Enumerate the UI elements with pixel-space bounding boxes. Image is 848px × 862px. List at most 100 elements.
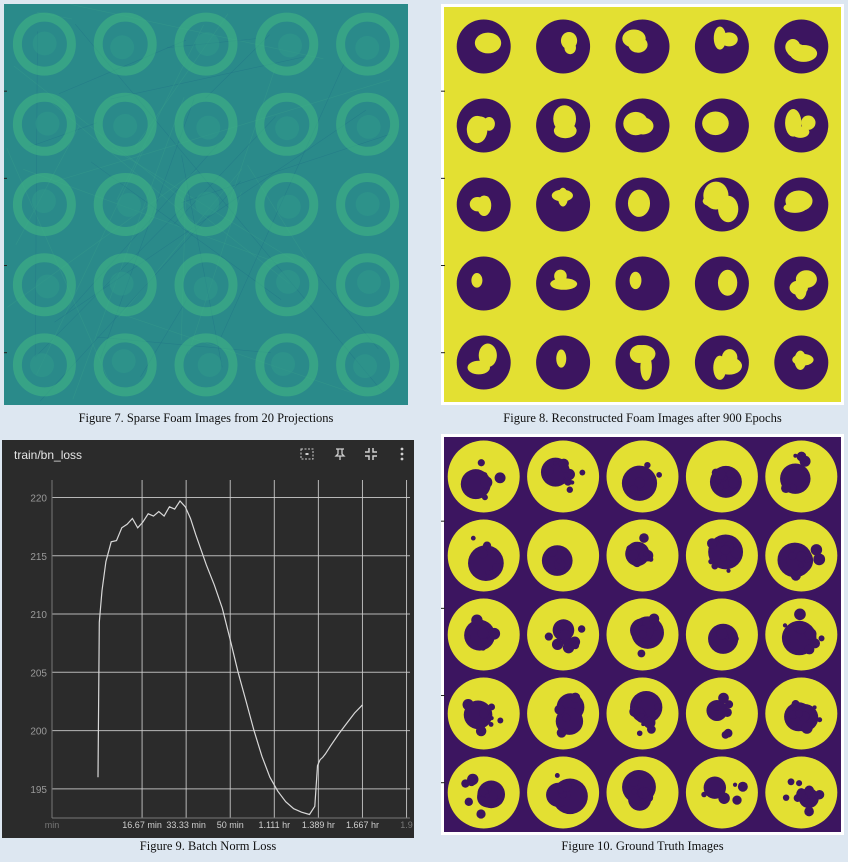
figure-8-caption: Figure 8. Reconstructed Foam Images afte… — [503, 411, 782, 425]
reconstructed-foam-sample — [615, 335, 670, 390]
ground-truth-sample — [447, 677, 520, 750]
figure-9-chart-card: train/bn_loss 195 200 205 210 215 220 min 16.67… — [2, 440, 414, 838]
y-tick-label: 210 — [30, 610, 47, 621]
ground-truth-sample — [606, 756, 679, 829]
figure-10-panel — [441, 434, 844, 835]
ground-truth-sample — [685, 677, 758, 750]
artifact-streak — [72, 97, 185, 400]
reconstructed-foam-sample — [615, 256, 670, 311]
ground-truth-sample — [527, 598, 600, 671]
y-tick-label: 200 — [30, 727, 47, 738]
x-tick-label: 1.389 hr — [302, 820, 335, 830]
reconstructed-foam-sample — [536, 19, 591, 74]
ground-truth-sample — [765, 598, 838, 671]
reconstructed-foam-sample — [694, 256, 749, 311]
sparse-foam-sample — [12, 333, 76, 397]
sparse-foam-sample — [174, 173, 238, 236]
x-tick-label: 1.9 — [400, 820, 413, 830]
x-tick-label: 16.67 min — [122, 820, 162, 830]
artifact-streak — [90, 161, 282, 300]
ground-truth-sample — [606, 519, 679, 592]
ground-truth-sample — [765, 519, 838, 592]
ground-truth-sample — [527, 440, 600, 513]
sparse-foam-sample — [12, 12, 76, 76]
ground-truth-sample — [685, 756, 758, 829]
sparse-foam-sample — [12, 253, 76, 317]
sparse-foam-sample — [93, 12, 157, 76]
sparse-foam-sample — [93, 333, 157, 397]
reconstructed-foam-sample — [774, 335, 829, 390]
x-tick-label: 1.667 hr — [346, 820, 379, 830]
batch-norm-loss-chart: 195 200 205 210 215 220 min 16.67 min 33.33 min 5… — [30, 480, 413, 830]
artifact-streak — [100, 98, 195, 359]
reconstructed-foam-sample — [774, 256, 829, 311]
x-tick-label: min — [45, 820, 60, 830]
reconstructed-foam-sample — [456, 177, 511, 232]
reconstructed-foam-sample — [774, 177, 829, 232]
artifact-streak — [118, 168, 243, 318]
sparse-foam-sample — [255, 12, 319, 76]
figure-8-panel — [441, 4, 844, 405]
pin-icon[interactable] — [332, 446, 350, 464]
chart-title: train/bn_loss — [14, 448, 83, 462]
ground-truth-sample — [685, 598, 758, 671]
ground-truth-sample — [447, 598, 520, 671]
sparse-foam-sample — [336, 173, 400, 236]
ground-truth-sample — [606, 440, 679, 513]
ground-truth-sample — [447, 440, 520, 513]
sparse-foam-sample — [174, 12, 238, 76]
reconstructed-foam-sample — [694, 335, 749, 390]
x-tick-label: 1.111 hr — [258, 820, 290, 830]
y-tick-label: 195 — [30, 785, 47, 796]
artifact-streak — [35, 206, 184, 357]
reconstructed-foam-sample — [456, 256, 511, 311]
reconstructed-foam-sample — [615, 177, 670, 232]
reconstructed-foam-sample — [536, 335, 591, 390]
artifact-streak — [230, 67, 276, 200]
ground-truth-sample — [447, 519, 520, 592]
ground-truth-sample — [765, 440, 838, 513]
figure-10-caption: Figure 10. Ground Truth Images — [561, 839, 724, 853]
reconstructed-foam-sample — [536, 98, 591, 153]
reconstructed-foam-sample — [774, 19, 829, 74]
artifact-streak — [29, 122, 98, 147]
ground-truth-sample — [527, 519, 600, 592]
artifact-streak — [180, 180, 187, 341]
artifact-streak — [247, 164, 311, 266]
reconstructed-foam-sample — [536, 256, 591, 311]
sparse-foam-sample — [93, 253, 157, 317]
ground-truth-sample — [685, 519, 758, 592]
figure-7-caption: Figure 7. Sparse Foam Images from 20 Pro… — [78, 411, 334, 425]
reconstructed-foam-sample — [694, 19, 749, 74]
sparse-foam-sample — [336, 12, 400, 76]
ground-truth-sample — [527, 677, 600, 750]
artifact-streak — [52, 79, 391, 183]
reconstructed-foam-image — [441, 4, 844, 405]
reconstructed-foam-sample — [615, 19, 670, 74]
ground-truth-sample — [447, 756, 520, 829]
y-tick-label: 220 — [30, 493, 47, 504]
sparse-foam-image — [4, 4, 408, 405]
figure-7-panel — [4, 4, 408, 405]
sparse-foam-sample — [174, 92, 238, 156]
sparse-foam-sample — [255, 92, 319, 156]
sparse-foam-sample — [336, 253, 400, 317]
artifact-streak — [54, 109, 367, 323]
x-tick-label: 33.33 min — [166, 820, 206, 830]
reconstructed-foam-sample — [694, 177, 749, 232]
ground-truth-sample — [606, 677, 679, 750]
figure-9-caption: Figure 9. Batch Norm Loss — [139, 839, 277, 853]
y-tick-label: 215 — [30, 552, 47, 563]
reconstructed-foam-sample — [456, 335, 511, 390]
ground-truth-sample — [685, 440, 758, 513]
ground-truth-sample — [765, 756, 838, 829]
sparse-foam-sample — [255, 253, 319, 317]
sparse-foam-sample — [12, 92, 76, 156]
more-vert-icon[interactable] — [394, 446, 412, 464]
fit-domain-icon[interactable] — [299, 446, 317, 464]
collapse-icon[interactable] — [363, 446, 381, 464]
x-tick-label: 50 min — [217, 820, 244, 830]
sparse-foam-sample — [336, 92, 400, 156]
ground-truth-image — [441, 434, 844, 835]
ground-truth-sample — [527, 756, 600, 829]
